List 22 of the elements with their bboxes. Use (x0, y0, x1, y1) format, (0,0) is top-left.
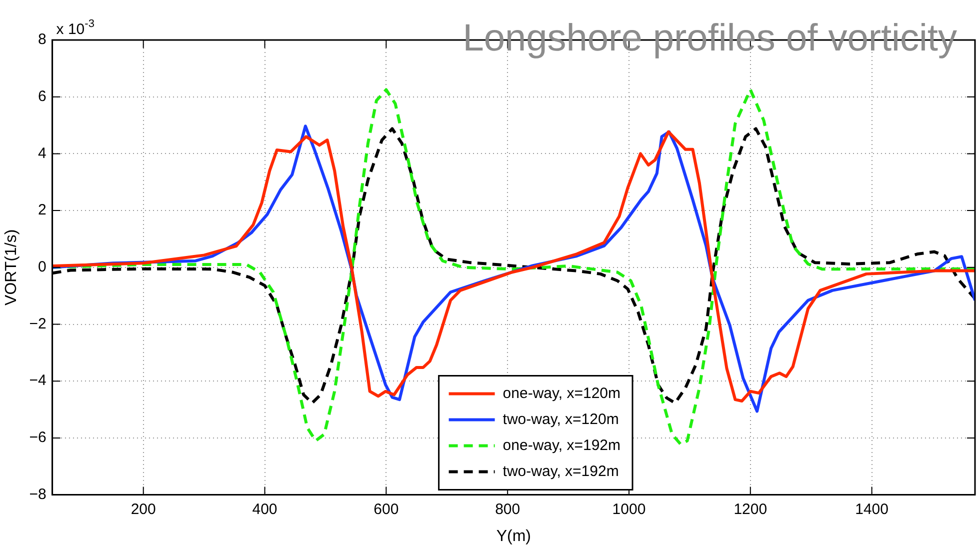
y-tick-label: −2 (29, 315, 46, 332)
x-tick-label: 600 (374, 500, 399, 518)
legend-label: two-way, x=120m (502, 410, 619, 428)
x-tick-label: 200 (130, 500, 156, 518)
y-tick-label: −4 (29, 372, 46, 390)
x-axis-title: Y(m) (496, 528, 531, 545)
y-tick-label: 4 (38, 144, 46, 162)
legend-label: one-way, x=120m (502, 384, 621, 402)
y-tick-label: 6 (38, 88, 46, 105)
y-tick-label: −8 (29, 486, 46, 503)
x-tick-label: 800 (495, 500, 520, 518)
y-tick-label: 0 (38, 258, 46, 276)
y-tick-label: −6 (29, 429, 46, 446)
legend-label: two-way, x=192m (502, 462, 619, 480)
x-tick-label: 400 (252, 500, 278, 518)
x-tick-label: 1200 (734, 500, 768, 518)
legend-label: one-way, x=192m (502, 436, 621, 454)
y-tick-label: 2 (38, 202, 46, 219)
y-tick-label: 8 (38, 31, 46, 48)
x-tick-label: 1000 (612, 500, 646, 518)
y-axis-title: VORT(1/s) (3, 229, 20, 306)
x-tick-label: 1400 (855, 500, 888, 518)
